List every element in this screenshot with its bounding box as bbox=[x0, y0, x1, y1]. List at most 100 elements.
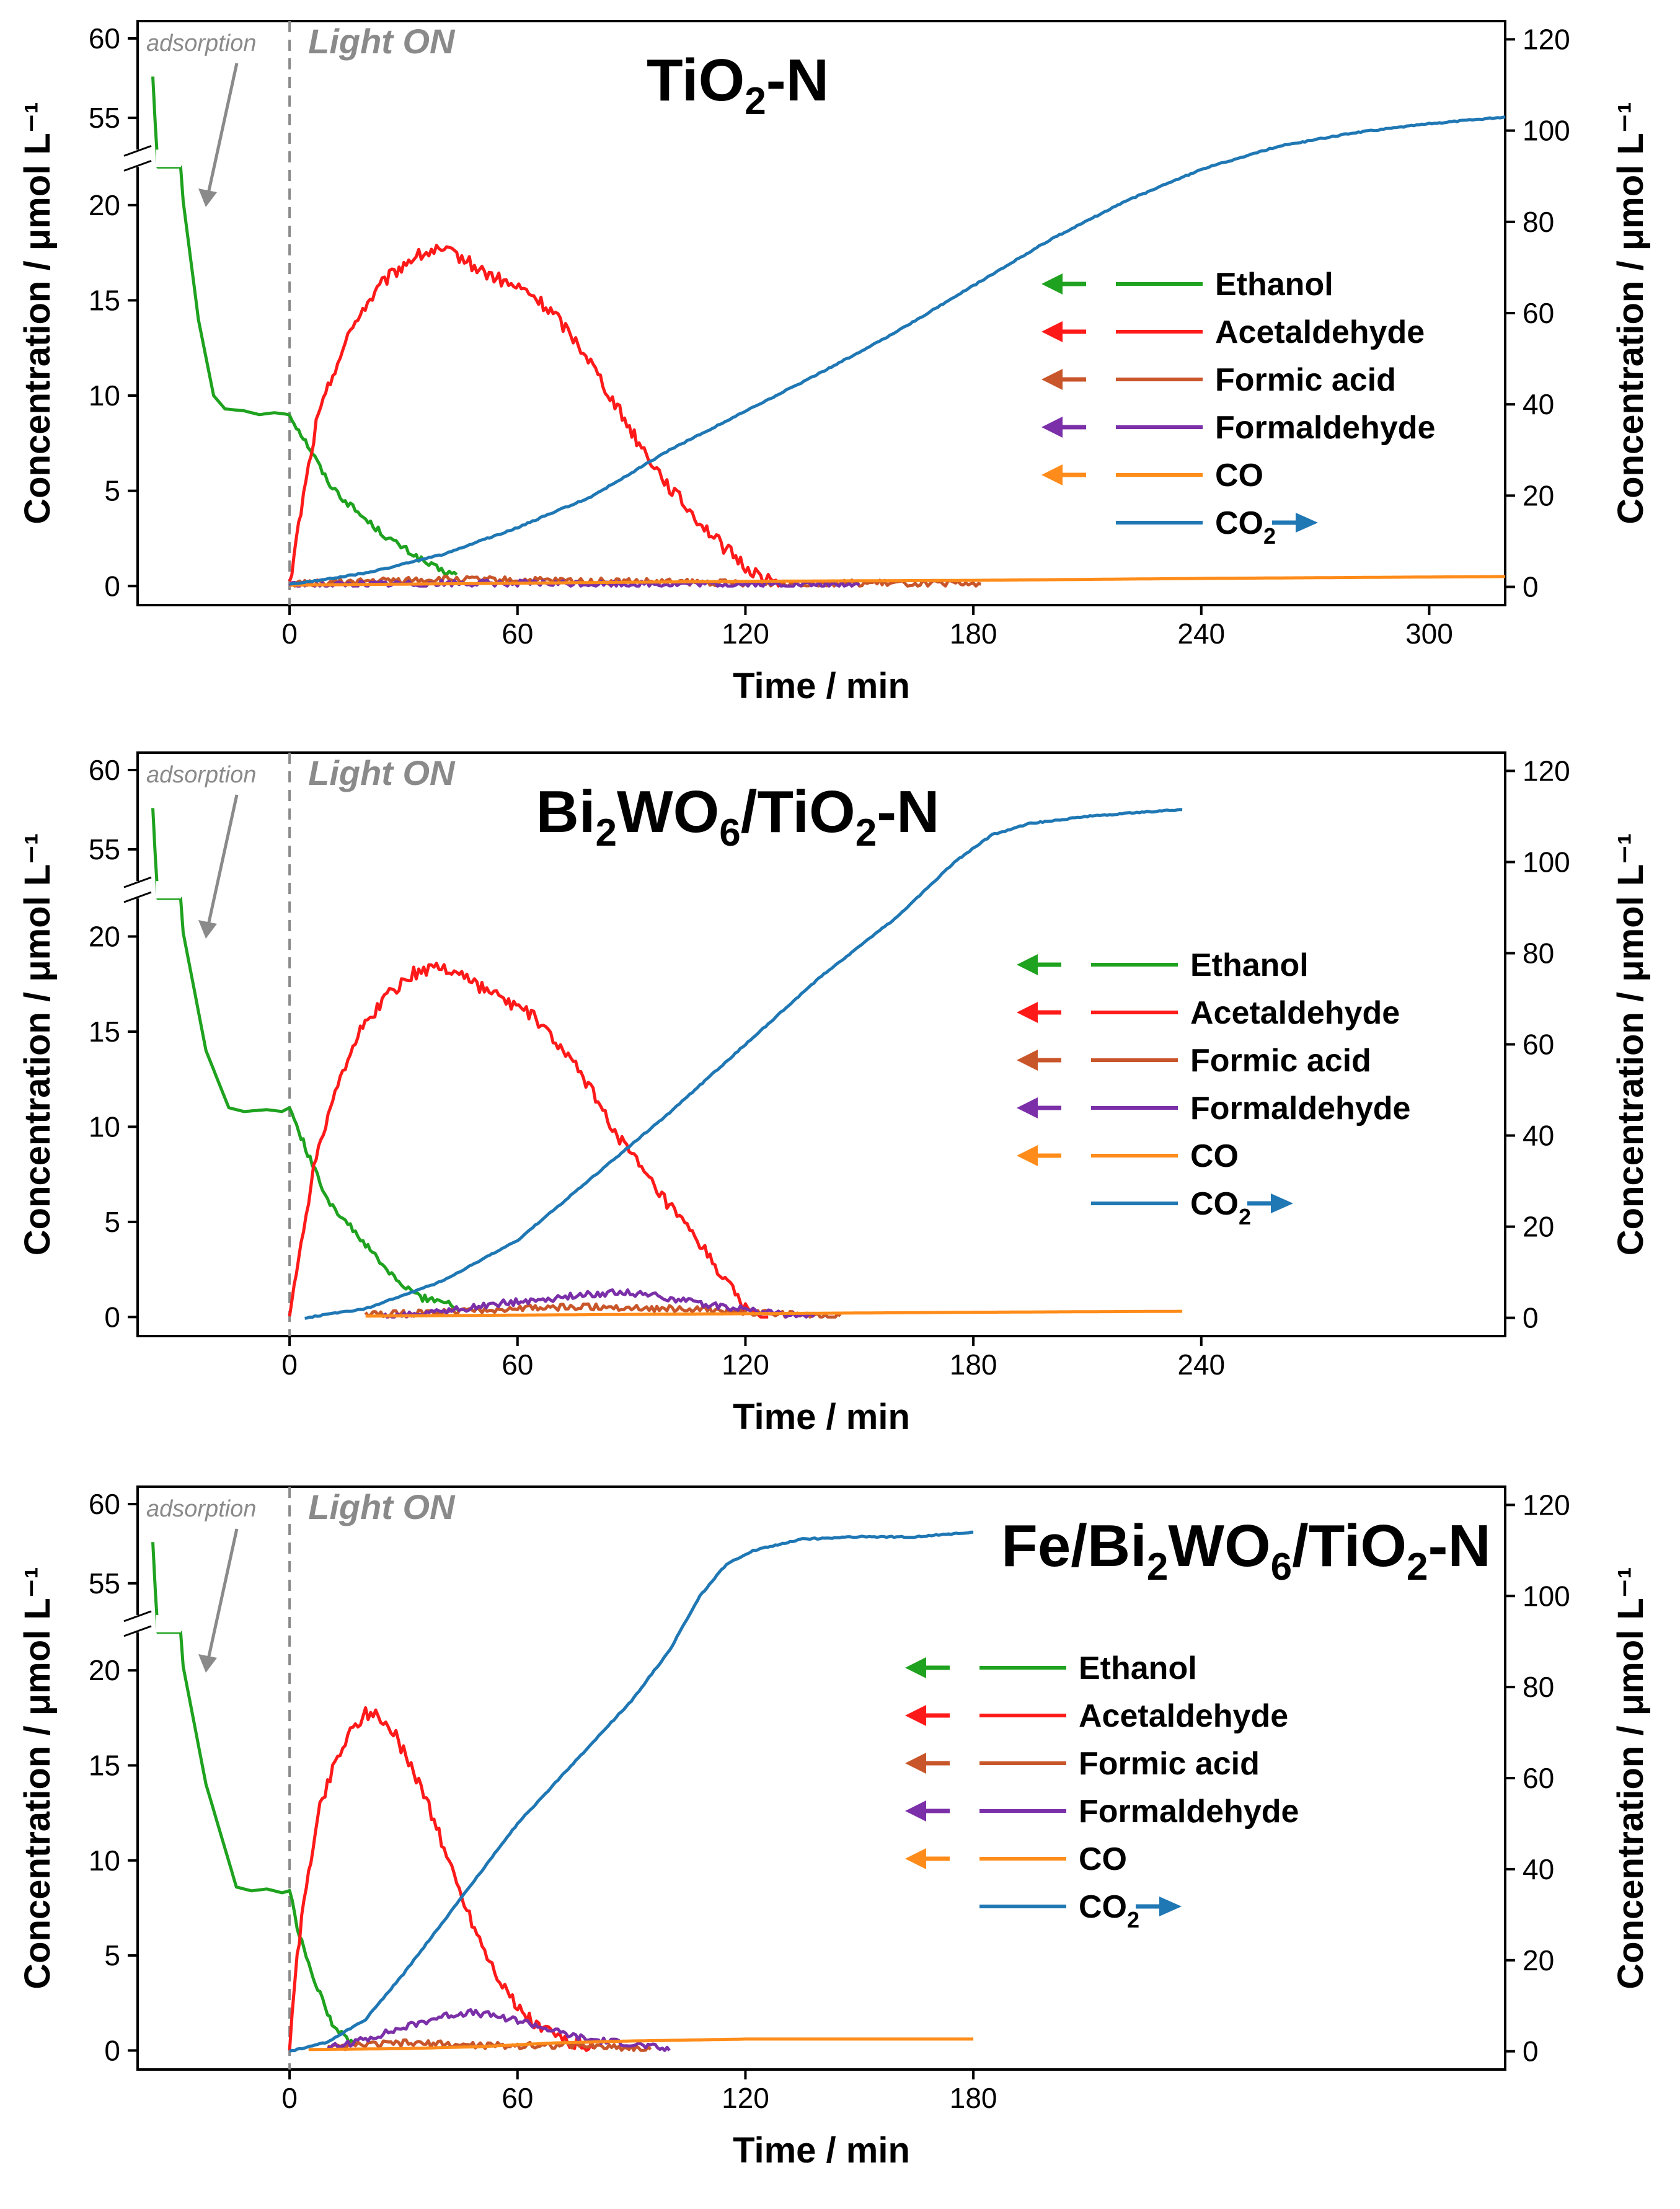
adsorption-arrow bbox=[206, 794, 239, 926]
x-tick-label: 120 bbox=[722, 618, 769, 650]
legend-item: Formic acid bbox=[1017, 1043, 1371, 1079]
x-tick-label: 240 bbox=[1177, 618, 1225, 650]
chart-title-subscript: 2 bbox=[596, 812, 617, 854]
legend-item: CO bbox=[1041, 458, 1263, 494]
adsorption-label: adsorption bbox=[146, 762, 256, 788]
legend-item: Ethanol bbox=[1041, 267, 1333, 303]
legend-item: Ethanol bbox=[905, 1650, 1197, 1686]
chart-title-part: WO bbox=[617, 779, 719, 845]
series-line bbox=[151, 76, 458, 577]
series-line bbox=[151, 1542, 359, 2046]
series-line bbox=[327, 2038, 652, 2052]
adsorption-arrow bbox=[206, 63, 239, 194]
x-axis-title: Time / min bbox=[733, 2130, 910, 2171]
y-left-tick-label: 0 bbox=[104, 2034, 120, 2066]
legend-label: Ethanol bbox=[1215, 267, 1333, 303]
y-left-tick-label: 20 bbox=[89, 189, 120, 221]
legend-label-subscript: 2 bbox=[1239, 1204, 1251, 1229]
series-line bbox=[290, 575, 1505, 587]
y-left-tick-label: 20 bbox=[89, 921, 120, 953]
axis-break-mark bbox=[123, 159, 152, 172]
y-left-tick-label: 10 bbox=[89, 379, 120, 412]
y-right-tick-label: 80 bbox=[1523, 1671, 1554, 1703]
legend-label: Formaldehyde bbox=[1215, 410, 1435, 446]
series-line bbox=[308, 2037, 974, 2052]
legend-item: CO bbox=[1017, 1138, 1239, 1174]
legend-item: Formaldehyde bbox=[905, 1794, 1299, 1830]
y-left-tick-label: 0 bbox=[104, 1301, 120, 1333]
legend-label: Acetaldehyde bbox=[1190, 995, 1400, 1031]
x-tick-label: 120 bbox=[722, 2082, 769, 2114]
legend-label: Acetaldehyde bbox=[1215, 314, 1425, 350]
series-line bbox=[365, 1309, 1183, 1318]
chart-title-subscript: 2 bbox=[1147, 1546, 1168, 1588]
y-left-tick-label: 10 bbox=[89, 1844, 120, 1877]
adsorption-arrowhead bbox=[198, 1654, 217, 1673]
chart-title-part: /TiO bbox=[741, 779, 855, 845]
chart-title-subscript: 6 bbox=[1271, 1546, 1292, 1588]
legend-label-subscript: 2 bbox=[1127, 1907, 1139, 1932]
x-tick-label: 300 bbox=[1405, 618, 1453, 650]
legend-label: CO bbox=[1215, 458, 1263, 494]
chart-title-part: /TiO bbox=[1292, 1513, 1407, 1579]
chart-panel-1: 0 60 120 180 240 300 0 5 10 15 20 55 60 0 20 40 60 80 100 1… bbox=[17, 20, 1651, 706]
legend-label: Ethanol bbox=[1079, 1650, 1197, 1686]
chart-title-part: Bi bbox=[536, 779, 596, 845]
legend-item: Formaldehyde bbox=[1041, 410, 1435, 446]
y-left-tick-label: 60 bbox=[89, 754, 120, 786]
series-line bbox=[289, 115, 1506, 586]
y-left-tick-label: 5 bbox=[104, 1939, 120, 1972]
adsorption-label: adsorption bbox=[146, 1496, 256, 1522]
y-left-tick-label: 15 bbox=[89, 284, 120, 316]
legend-left-arrowhead bbox=[905, 1753, 926, 1774]
x-tick-label: 240 bbox=[1177, 1348, 1225, 1381]
legend-item: CO bbox=[905, 1841, 1127, 1877]
axis-break-mark bbox=[123, 1625, 152, 1637]
legend-left-arrowhead bbox=[905, 1657, 926, 1678]
legend-item: Acetaldehyde bbox=[905, 1698, 1288, 1734]
legend-item: Formaldehyde bbox=[1017, 1091, 1410, 1127]
light-on-label: Light ON bbox=[308, 753, 456, 792]
legend-left-arrowhead bbox=[1041, 464, 1063, 485]
legend-item: CO2 bbox=[1116, 505, 1318, 549]
legend-label: CO bbox=[1079, 1841, 1127, 1877]
legend-left-arrowhead bbox=[1017, 954, 1038, 975]
legend-left-arrowhead bbox=[1017, 1145, 1038, 1166]
x-tick-label: 60 bbox=[502, 2082, 533, 2114]
series-break-gap bbox=[156, 149, 181, 167]
legend-item: Acetaldehyde bbox=[1017, 995, 1400, 1031]
y-right-tick-label: 120 bbox=[1523, 23, 1570, 55]
legend-label-part: CO bbox=[1079, 1889, 1127, 1925]
x-tick-label: 180 bbox=[950, 2082, 997, 2114]
y-right-tick-label: 60 bbox=[1523, 1029, 1554, 1061]
axis-break-mark bbox=[123, 876, 152, 888]
x-tick-label: 0 bbox=[281, 2082, 298, 2114]
x-tick-label: 60 bbox=[502, 618, 533, 650]
legend-label: Formic acid bbox=[1190, 1043, 1371, 1079]
chart-title-subscript: 2 bbox=[745, 80, 766, 123]
chart-title-subscript: 2 bbox=[1407, 1546, 1428, 1588]
series-line bbox=[289, 1530, 974, 2053]
chart-title-subscript: 6 bbox=[719, 812, 740, 854]
x-tick-label: 60 bbox=[502, 1348, 533, 1381]
legend-left-arrowhead bbox=[905, 1848, 926, 1869]
y-right-tick-label: 20 bbox=[1523, 479, 1554, 511]
legend-left-arrowhead bbox=[1017, 1002, 1038, 1023]
legend-label: CO2 bbox=[1215, 505, 1276, 549]
legend-right-arrowhead bbox=[1159, 1897, 1182, 1916]
legend-left-arrowhead bbox=[905, 1705, 926, 1726]
legend-label-part: CO bbox=[1190, 1186, 1239, 1222]
y-left-axis-title: Concentration / μmol L⁻¹ bbox=[17, 1567, 58, 1990]
chart-title: TiO2-N bbox=[647, 47, 829, 123]
legend-label: CO bbox=[1190, 1138, 1239, 1174]
y-left-tick-label: 55 bbox=[89, 833, 120, 865]
series-line bbox=[288, 962, 769, 1319]
y-right-tick-label: 40 bbox=[1523, 1853, 1554, 1885]
axis-break-mark bbox=[123, 891, 152, 903]
chart-panel-2: 0 60 120 180 240 0 5 10 15 20 55 60 0 20 40 60 80 100 120 T… bbox=[17, 751, 1651, 1437]
chart-title: Fe/Bi2WO6/TiO2-N bbox=[1001, 1513, 1491, 1588]
y-right-tick-label: 40 bbox=[1523, 1120, 1554, 1152]
y-left-tick-label: 5 bbox=[104, 1206, 120, 1238]
legend-label: CO2 bbox=[1190, 1186, 1251, 1229]
series-line bbox=[288, 1706, 595, 2052]
